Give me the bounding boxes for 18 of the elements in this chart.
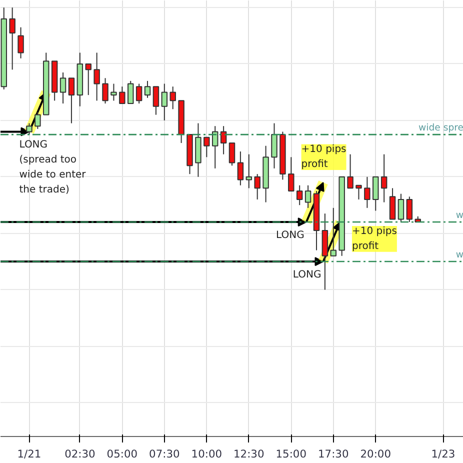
annotation: +10 pips profit [352, 226, 397, 252]
annotation: +10 pips profit [301, 144, 346, 170]
x-tick-label: 12:30 [234, 448, 264, 460]
x-tick-label: 1/23 [431, 448, 456, 460]
x-tick-label: 10:00 [191, 448, 222, 460]
x-tick-label: 20:00 [360, 448, 392, 460]
x-tick-label: 15:00 [276, 448, 307, 460]
ref-line-label: w [456, 250, 463, 261]
annotation: LONG (spread too wide to enter the trade) [19, 140, 87, 196]
annotation: LONG [292, 270, 322, 281]
x-tick-label: 02:30 [64, 448, 96, 460]
x-tick-label: 1/21 [17, 448, 42, 460]
annotation: LONG [276, 230, 304, 242]
x-tick-label: 05:00 [106, 448, 138, 460]
x-tick-label: 07:30 [149, 448, 180, 460]
x-tick-label: 17:30 [318, 448, 349, 460]
ref-line-label: w [456, 210, 463, 222]
ref-line-label: wide spre [418, 122, 463, 134]
